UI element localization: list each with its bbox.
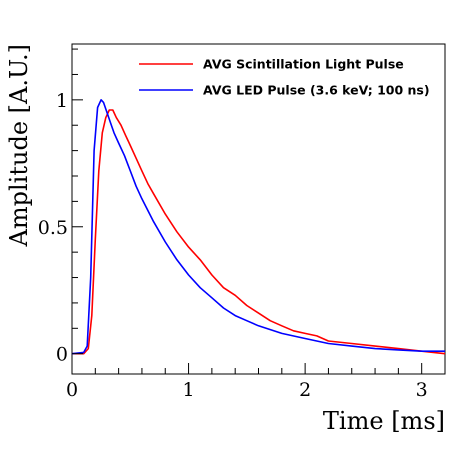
series-line-2 [71, 99, 445, 355]
legend-label-1: AVG Scintillation Light Pulse [203, 57, 404, 72]
x-tick-label: 0 [66, 379, 78, 401]
y-axis: 00.51 [38, 48, 83, 366]
y-tick-label: 1 [56, 90, 68, 112]
series-layer [71, 99, 446, 355]
series-line-1 [72, 109, 446, 355]
x-tick-label: 1 [183, 379, 195, 401]
y-tick-label: 0 [56, 344, 68, 366]
x-tick-label: 3 [416, 379, 428, 401]
y-axis-title: Amplitude [A.U.] [5, 44, 33, 247]
x-axis: 0 1 2 3 [66, 363, 446, 401]
legend: AVG Scintillation Light Pulse AVG LED Pul… [139, 57, 430, 98]
x-tick-label: 2 [299, 379, 311, 401]
x-axis-title: Time [ms] [323, 407, 445, 435]
legend-label-2: AVG LED Pulse (3.6 keV; 100 ns) [203, 83, 430, 98]
y-tick-label: 0.5 [38, 217, 68, 239]
